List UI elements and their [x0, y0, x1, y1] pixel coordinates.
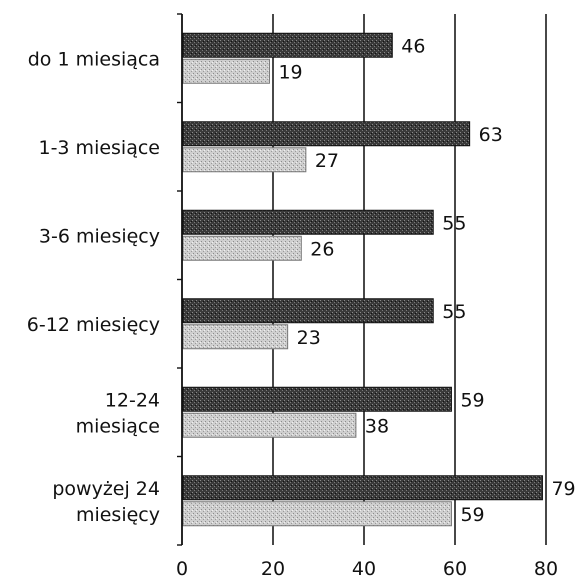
data-label-series2-cat6: 59: [460, 504, 484, 526]
bars: [182, 32, 543, 527]
category-label: 1-3 miesiące: [38, 137, 160, 159]
data-label-series2-cat3: 26: [310, 238, 334, 260]
category-label: 6-12 miesięcy: [27, 314, 160, 336]
data-label-series2-cat1: 19: [278, 61, 302, 83]
bar-series2-cat4: [182, 324, 289, 350]
bar-series1-cat5: [182, 386, 452, 412]
data-label-series1-cat6: 79: [551, 478, 575, 500]
gridlines: [272, 14, 547, 545]
bar-series1-cat3: [182, 209, 434, 235]
data-label-series1-cat4: 55: [442, 301, 466, 323]
bar-series1-cat1: [182, 32, 393, 58]
data-label-series1-cat1: 46: [401, 35, 425, 57]
category-label: powyżej 24: [52, 478, 160, 500]
category-label: do 1 miesiąca: [28, 48, 160, 70]
bar-series2-cat6: [182, 501, 452, 527]
x-tick-label-60: 60: [443, 558, 467, 580]
data-label-series1-cat3: 55: [442, 212, 466, 234]
bar-series1-cat2: [182, 121, 471, 147]
category-label: miesięcy: [76, 504, 160, 526]
bar-series2-cat3: [182, 235, 302, 261]
axes: [177, 13, 183, 546]
x-tick-label-20: 20: [261, 558, 285, 580]
category-label: miesiące: [76, 415, 160, 437]
bar-series2-cat2: [182, 147, 307, 173]
data-label-series2-cat4: 23: [297, 327, 321, 349]
data-label-series2-cat2: 27: [315, 150, 339, 172]
bar-series1-cat4: [182, 298, 434, 324]
data-label-series1-cat5: 59: [460, 389, 484, 411]
data-label-series2-cat5: 38: [365, 415, 389, 437]
bar-series2-cat5: [182, 412, 357, 438]
category-label: 3-6 miesięcy: [39, 225, 160, 247]
x-tick-label-40: 40: [352, 558, 376, 580]
bar-series2-cat1: [182, 58, 270, 84]
x-tick-label-0: 0: [176, 558, 188, 580]
category-label: 12-24: [105, 389, 160, 411]
x-tick-label-80: 80: [534, 558, 558, 580]
bar-series1-cat6: [182, 475, 543, 501]
labels: 0 20 40 60 80 46 19 do 1 miesiąca 63 27 1-3 miesią…: [27, 35, 576, 580]
data-label-series1-cat2: 63: [479, 124, 503, 146]
